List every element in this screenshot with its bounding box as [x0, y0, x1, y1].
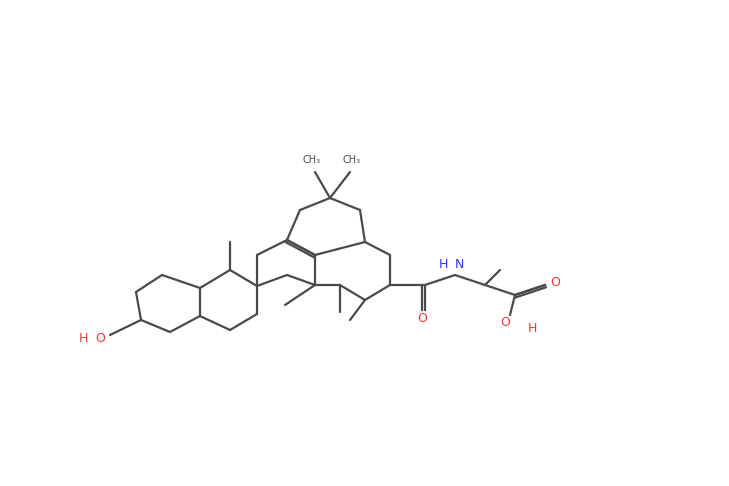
- Text: O: O: [550, 276, 560, 289]
- Text: CH₃: CH₃: [303, 155, 321, 165]
- Text: H: H: [79, 331, 88, 345]
- Text: H: H: [439, 259, 448, 272]
- Text: CH₃: CH₃: [343, 155, 361, 165]
- Text: O: O: [417, 312, 427, 325]
- Text: O: O: [500, 315, 510, 329]
- Text: O: O: [95, 331, 105, 345]
- Text: N: N: [455, 259, 464, 272]
- Text: H: H: [528, 322, 537, 334]
